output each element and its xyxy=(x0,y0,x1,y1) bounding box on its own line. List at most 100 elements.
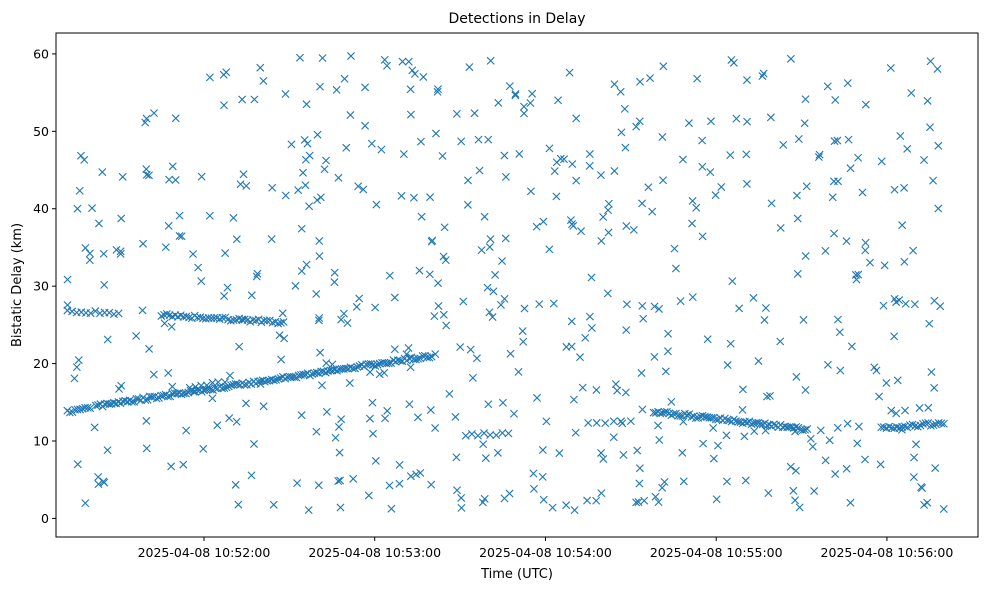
data-point xyxy=(334,173,343,182)
data-point xyxy=(194,263,203,272)
data-point xyxy=(253,269,262,278)
data-point xyxy=(373,360,382,369)
data-point xyxy=(635,479,644,488)
data-point xyxy=(930,383,939,392)
data-point xyxy=(406,363,415,372)
data-point xyxy=(526,187,535,196)
data-point xyxy=(218,313,227,322)
data-point xyxy=(661,367,670,376)
data-point xyxy=(410,69,419,78)
data-point xyxy=(698,411,707,420)
data-point xyxy=(506,349,515,358)
data-point xyxy=(829,177,838,186)
data-point xyxy=(179,460,188,469)
data-point xyxy=(453,486,462,495)
data-point xyxy=(387,504,396,513)
data-point xyxy=(707,413,716,422)
data-point xyxy=(466,345,475,354)
data-point xyxy=(320,165,329,174)
data-point xyxy=(380,368,389,377)
data-point xyxy=(434,301,443,310)
data-point xyxy=(825,436,834,445)
data-point xyxy=(709,424,718,433)
data-point xyxy=(127,397,136,406)
data-point xyxy=(892,409,901,418)
data-point xyxy=(274,319,283,328)
data-point xyxy=(489,287,498,296)
data-point xyxy=(426,193,435,202)
data-point xyxy=(425,353,434,362)
data-point xyxy=(182,312,191,321)
data-point xyxy=(461,431,470,440)
data-point xyxy=(486,56,495,65)
data-point xyxy=(732,114,741,123)
data-point xyxy=(761,426,770,435)
data-point xyxy=(479,440,488,449)
data-point xyxy=(416,137,425,146)
data-point xyxy=(451,412,460,421)
data-point xyxy=(929,176,938,185)
data-point xyxy=(528,89,537,98)
y-tick-label: 50 xyxy=(33,124,49,139)
data-point xyxy=(259,402,268,411)
data-point xyxy=(211,384,220,393)
data-point xyxy=(793,214,802,223)
data-point xyxy=(406,85,415,94)
data-point xyxy=(711,191,720,200)
data-point xyxy=(632,498,641,507)
data-point xyxy=(794,135,803,143)
data-point xyxy=(251,316,260,325)
data-point xyxy=(456,343,465,352)
data-point xyxy=(835,328,844,337)
data-point xyxy=(313,196,322,205)
data-point xyxy=(621,143,630,152)
data-point xyxy=(799,315,808,324)
data-point xyxy=(815,150,824,159)
data-point xyxy=(806,434,815,443)
data-point xyxy=(801,386,810,394)
data-point xyxy=(457,503,466,512)
data-point xyxy=(939,505,948,513)
x-tick-label: 2025-04-08 10:55:00 xyxy=(650,545,783,560)
data-point xyxy=(73,204,82,213)
data-point xyxy=(277,355,286,364)
data-point xyxy=(259,76,268,85)
data-point xyxy=(480,212,489,221)
data-point xyxy=(484,135,493,144)
data-point xyxy=(814,153,823,162)
data-point xyxy=(118,172,127,181)
data-point xyxy=(933,64,942,73)
data-point xyxy=(901,406,910,415)
data-point xyxy=(395,479,404,488)
data-point xyxy=(229,316,238,325)
data-point xyxy=(485,308,494,317)
data-point xyxy=(383,406,392,415)
data-point xyxy=(890,185,899,194)
data-point xyxy=(197,387,206,396)
data-point xyxy=(235,342,244,351)
data-point xyxy=(332,85,341,94)
data-point xyxy=(94,401,103,410)
data-point xyxy=(390,293,399,302)
data-point xyxy=(316,193,325,202)
data-point xyxy=(331,433,340,442)
data-point xyxy=(225,414,234,423)
data-point xyxy=(81,499,90,508)
y-tick-label: 20 xyxy=(33,356,49,371)
data-point xyxy=(221,249,230,258)
data-point xyxy=(182,426,191,435)
data-point xyxy=(117,381,126,390)
data-point xyxy=(86,309,95,318)
data-point xyxy=(168,382,177,391)
data-point xyxy=(842,237,851,246)
data-point xyxy=(912,440,921,449)
data-point xyxy=(766,391,774,400)
data-point xyxy=(467,429,476,438)
data-point xyxy=(372,200,381,209)
data-point xyxy=(145,344,154,353)
data-point xyxy=(142,165,151,174)
data-point xyxy=(321,156,330,165)
data-point xyxy=(604,206,613,215)
data-point xyxy=(556,154,565,163)
data-point xyxy=(398,57,407,66)
